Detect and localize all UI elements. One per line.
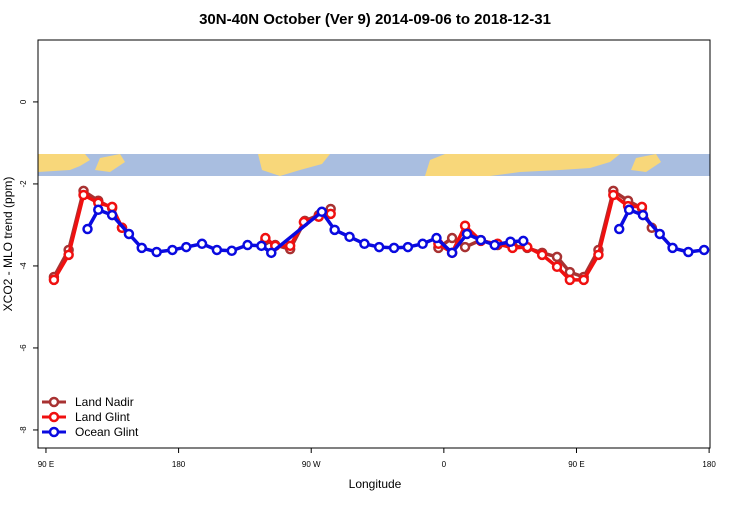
point xyxy=(260,232,271,244)
legend-label: Ocean Glint xyxy=(75,425,139,439)
x-tick-label: 90 W xyxy=(302,460,321,469)
point xyxy=(344,231,355,243)
point xyxy=(698,244,710,256)
y-tick-label: -2 xyxy=(19,180,28,188)
point xyxy=(196,238,208,250)
point xyxy=(388,242,400,254)
point xyxy=(93,204,104,216)
legend-swatch-point xyxy=(48,411,60,423)
point xyxy=(431,232,442,244)
point xyxy=(564,274,576,286)
legend-label: Land Nadir xyxy=(75,395,134,409)
x-tick-label: 180 xyxy=(702,460,716,469)
point xyxy=(667,242,678,254)
point xyxy=(683,246,694,258)
point xyxy=(402,241,414,253)
point xyxy=(226,245,238,257)
point xyxy=(613,223,625,235)
point xyxy=(211,244,223,256)
map-strip xyxy=(38,154,710,176)
y-axis-label: XCO2 - MLO trend (ppm) xyxy=(1,177,15,312)
x-tick-label: 90 E xyxy=(38,460,54,469)
point xyxy=(78,189,89,201)
point xyxy=(636,201,648,213)
point xyxy=(551,251,563,263)
point xyxy=(256,240,267,252)
chart-title: 30N-40N October (Ver 9) 2014-09-06 to 20… xyxy=(199,11,551,28)
point xyxy=(461,228,473,240)
point xyxy=(167,244,178,256)
x-axis-label: Longitude xyxy=(349,477,402,491)
point xyxy=(359,238,370,250)
point xyxy=(518,235,529,247)
x-tick-label: 90 E xyxy=(568,460,584,469)
y-tick-label: 0 xyxy=(19,99,28,104)
point xyxy=(489,239,500,251)
y-tick-label: -6 xyxy=(19,344,28,352)
x-tick-label: 0 xyxy=(442,460,447,469)
legend-label: Land Glint xyxy=(75,410,130,424)
point xyxy=(106,209,118,221)
point xyxy=(106,201,118,213)
point xyxy=(316,206,328,218)
point xyxy=(637,209,649,221)
point xyxy=(536,249,548,261)
x-tick-label: 180 xyxy=(172,460,186,469)
point xyxy=(266,247,277,259)
point xyxy=(593,249,604,261)
y-tick-label: -8 xyxy=(19,426,28,434)
point xyxy=(151,246,162,258)
point xyxy=(82,223,93,235)
legend-swatch-point xyxy=(48,396,60,408)
point xyxy=(181,241,192,253)
point xyxy=(123,228,135,240)
point xyxy=(284,240,296,252)
point xyxy=(325,208,336,220)
point xyxy=(417,238,428,250)
point xyxy=(623,204,635,216)
point xyxy=(329,224,340,236)
point xyxy=(505,236,516,247)
plot-frame xyxy=(37,39,711,449)
point xyxy=(654,228,665,240)
point xyxy=(63,249,74,261)
point xyxy=(608,189,619,201)
point xyxy=(446,247,458,259)
point xyxy=(551,261,563,273)
point xyxy=(459,220,471,232)
point xyxy=(459,241,471,253)
legend-swatch-point xyxy=(48,426,60,438)
y-tick-label: -4 xyxy=(19,262,28,270)
point xyxy=(475,234,487,246)
point xyxy=(136,242,147,254)
point xyxy=(373,241,385,253)
point xyxy=(48,274,60,286)
point xyxy=(446,232,458,244)
point xyxy=(242,239,253,251)
point xyxy=(578,274,589,286)
